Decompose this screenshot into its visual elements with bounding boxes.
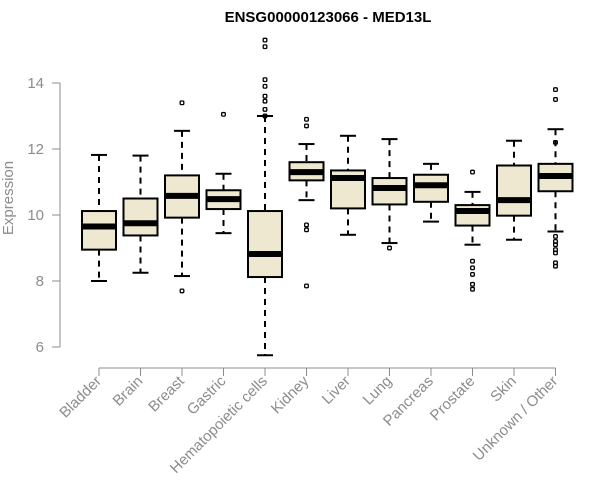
outlier-point	[470, 286, 475, 292]
box-group	[330, 134, 366, 236]
box-group	[413, 162, 449, 223]
outlier-point	[553, 233, 558, 239]
iqr-box	[81, 210, 117, 251]
y-tick-label: 6	[36, 339, 44, 356]
box-group	[164, 100, 200, 294]
outlier-point	[387, 245, 392, 251]
iqr-box	[122, 197, 159, 237]
outlier-point	[262, 44, 268, 50]
outlier-point	[470, 271, 475, 277]
iqr-box	[371, 177, 408, 206]
y-axis-title: Expression	[0, 161, 17, 235]
outlier-point	[553, 139, 558, 145]
outlier-point	[262, 37, 268, 43]
y-tick-label: 10	[27, 207, 44, 224]
box-group	[81, 153, 117, 282]
plot-area	[81, 37, 574, 357]
box-group	[247, 37, 283, 357]
outlier-point	[262, 98, 268, 104]
x-tick-label: Lung	[360, 373, 396, 409]
box-group	[122, 154, 159, 274]
x-tick-label: Skin	[487, 373, 520, 406]
x-tick-label: Liver	[319, 373, 354, 408]
x-tick-label: Prostate	[427, 373, 479, 425]
outlier-point	[179, 288, 185, 294]
box-group	[496, 139, 532, 241]
box-group	[454, 169, 491, 292]
outlier-point	[553, 263, 558, 269]
y-tick-label: 8	[36, 273, 44, 290]
y-tick-label: 14	[27, 75, 44, 92]
outlier-point	[470, 281, 475, 287]
outlier-point	[470, 258, 475, 264]
outlier-point	[553, 87, 558, 93]
outlier-point	[262, 113, 268, 119]
x-tick-label: Breast	[145, 372, 188, 415]
outlier-point	[470, 169, 475, 175]
x-tick-label: Kidney	[268, 372, 313, 417]
box-group	[205, 111, 242, 235]
x-tick-label: Bladder	[56, 373, 105, 422]
y-tick-label: 12	[27, 141, 44, 158]
outlier-point	[470, 265, 475, 271]
outlier-point	[304, 283, 309, 289]
iqr-box	[247, 210, 283, 279]
outlier-point	[304, 222, 309, 228]
iqr-box	[496, 164, 532, 217]
outlier-point	[262, 83, 268, 89]
box-group	[371, 138, 408, 251]
outlier-point	[304, 227, 309, 233]
outlier-point	[553, 250, 558, 256]
outlier-point	[304, 123, 309, 129]
box-group	[537, 87, 574, 269]
outlier-point	[262, 93, 268, 99]
outlier-point	[179, 100, 185, 106]
outlier-point	[553, 97, 558, 102]
outlier-point	[553, 242, 558, 248]
x-tick-label: Brain	[110, 373, 147, 410]
chart-title: ENSG00000123066 - MED13L	[225, 9, 432, 26]
y-axis: 6 8 10 12 14	[27, 75, 61, 356]
outlier-point	[304, 116, 309, 122]
outlier-point	[221, 111, 226, 117]
outlier-point	[262, 77, 268, 83]
box-group	[288, 116, 325, 289]
outlier-point	[262, 106, 268, 112]
